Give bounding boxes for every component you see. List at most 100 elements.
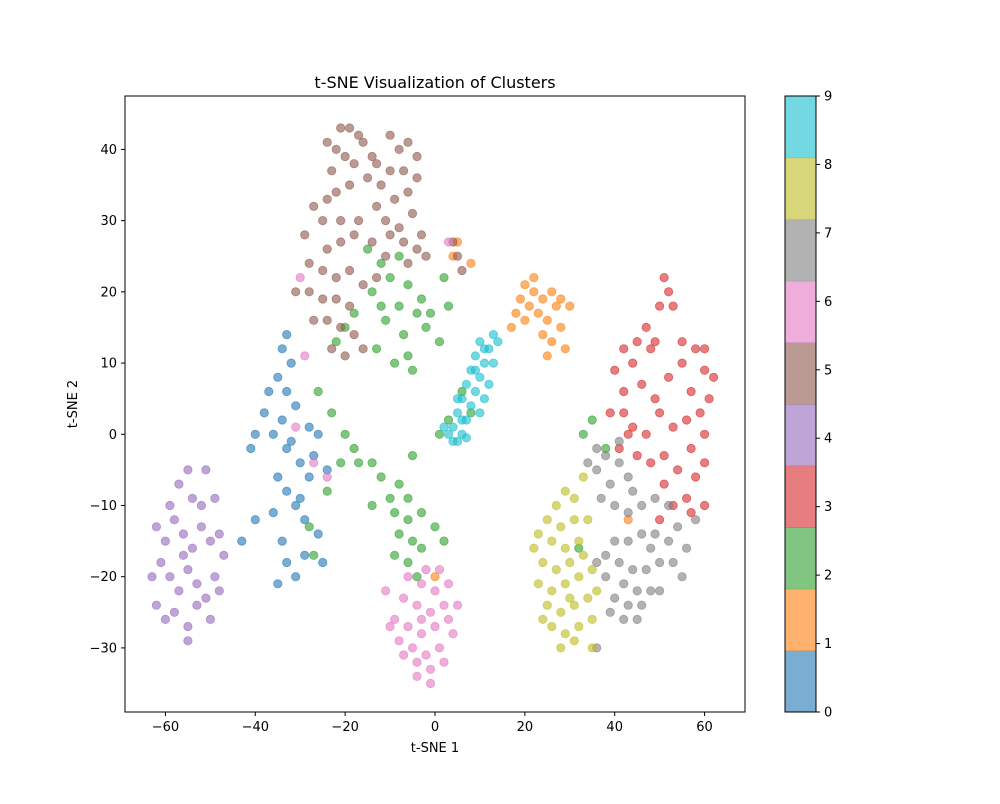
data-point [187,543,197,553]
data-point [291,422,301,432]
data-point [371,201,382,211]
cluster-2-points [304,244,611,582]
data-point [313,386,323,397]
data-point [592,586,602,596]
data-point [488,358,498,368]
data-point [421,322,431,332]
data-point [524,301,534,311]
data-point [610,365,620,375]
data-point [479,344,489,354]
data-point [484,379,494,389]
colorbar-tick-label: 4 [824,432,832,447]
data-point [592,465,602,475]
data-point [403,572,413,582]
colorbar-tick-label: 2 [824,569,832,584]
colorbar-tick-label: 3 [824,500,832,515]
data-point [394,529,404,539]
data-point [367,237,377,247]
data-point [565,301,575,311]
data-point [529,272,539,283]
data-point [605,607,615,617]
data-point [394,479,404,489]
data-point [407,643,418,653]
data-point [331,294,341,304]
data-point [466,401,476,411]
data-point [196,500,206,511]
data-point [416,579,427,589]
data-point [704,394,714,404]
data-point [268,429,278,439]
data-point [619,386,629,397]
data-point [331,272,341,283]
data-point [210,493,220,503]
data-point [654,586,665,596]
data-point [403,258,413,268]
data-point [551,301,561,311]
data-point [506,322,516,332]
data-point [336,322,346,332]
data-point [187,493,197,503]
data-point [214,586,224,596]
cluster-7-points [583,436,701,653]
data-point [596,493,606,503]
data-point [210,572,220,582]
data-point [407,536,418,546]
data-point [300,351,310,361]
data-point [421,251,431,261]
data-point [434,429,445,439]
x-tick-label: 0 [431,720,439,735]
data-point [475,337,485,347]
data-point [551,500,561,511]
data-point [174,479,184,489]
data-point [434,564,445,575]
y-axis-label: t-SNE 2 [66,380,81,428]
data-point [205,614,215,625]
data-point [452,251,463,261]
data-point [273,579,283,589]
data-point [569,493,579,503]
data-point [246,443,256,454]
y-tick-label: −30 [90,641,117,656]
data-point [556,322,566,332]
data-point [475,372,485,382]
data-point [318,216,328,226]
data-point [385,272,395,283]
data-point [416,294,427,304]
data-point [416,614,427,625]
data-point [475,408,485,418]
x-tick-label: −60 [152,720,179,735]
data-point [632,614,642,625]
data-point [403,515,413,525]
data-point [358,344,368,354]
data-point [699,365,710,375]
data-point [349,159,359,169]
colorbar-segment [785,404,816,467]
data-point [371,159,382,169]
plot-area-frame [124,95,746,713]
data-point [403,557,413,568]
data-point [331,337,341,347]
data-point [412,572,422,582]
y-tick-label: 0 [109,428,117,443]
data-point [389,194,400,204]
data-point [309,315,319,325]
data-point [547,536,557,546]
data-point [439,657,449,667]
data-point [623,472,633,482]
y-tick-label: −20 [90,570,117,585]
data-point [304,472,314,482]
data-point [663,287,674,297]
cluster-5-points [291,123,467,361]
data-point [672,522,683,532]
data-point [362,173,373,183]
y-tick-label: 20 [100,285,117,300]
y-tick-label: 10 [100,357,117,372]
data-point [344,180,355,190]
data-point [169,515,179,525]
data-point [353,130,364,140]
data-point [273,372,283,382]
data-point [560,579,570,589]
cluster-6-points [291,237,463,689]
